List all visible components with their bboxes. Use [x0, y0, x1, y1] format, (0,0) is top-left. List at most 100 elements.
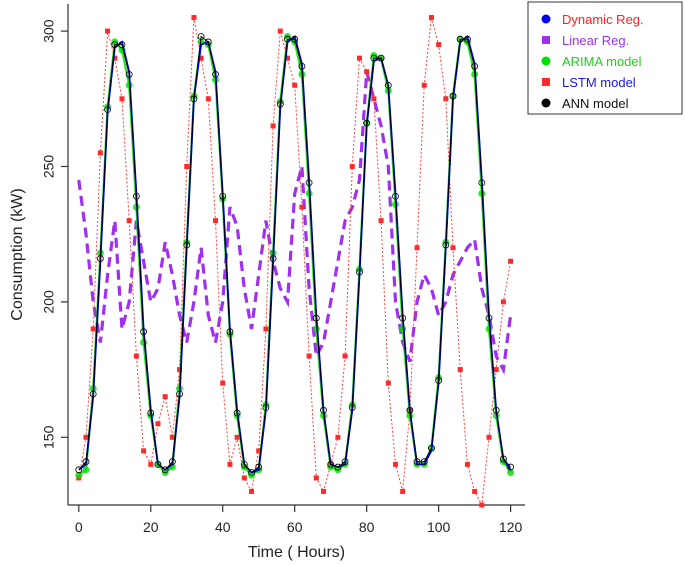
data-point-lstm-model — [270, 123, 276, 129]
chart-legend: Dynamic Reg. Linear Reg. ARIMA model LSTM m… — [527, 1, 683, 115]
data-point-lstm-model — [450, 245, 456, 251]
x-tick-label: 80 — [359, 519, 375, 535]
data-point-lstm-model — [479, 502, 485, 508]
data-point-lstm-model — [148, 461, 154, 467]
data-point-lstm-model — [342, 353, 348, 359]
data-point-ann-model — [176, 390, 183, 398]
data-point-ann-model — [500, 455, 507, 463]
data-point-ann-model — [219, 192, 227, 200]
data-point-lstm-model — [141, 448, 147, 454]
legend-swatch-ann-model — [541, 98, 551, 108]
data-point-lstm-model — [184, 163, 190, 169]
data-point-lstm-model — [443, 96, 449, 102]
series-layer — [75, 15, 515, 508]
legend-label-linear-reg: Linear Reg. — [562, 33, 629, 48]
data-point-lstm-model — [364, 69, 370, 75]
data-point-lstm-model — [414, 245, 420, 251]
data-point-ann-model — [89, 390, 97, 398]
y-tick-label: 300 — [41, 19, 57, 43]
data-point-lstm-model — [191, 15, 197, 21]
data-point-ann-model — [248, 469, 255, 476]
data-point-lstm-model — [493, 367, 499, 373]
data-point-ann-model — [348, 404, 356, 411]
data-point-lstm-model — [428, 15, 434, 21]
data-point-lstm-model — [133, 353, 139, 359]
data-point-ann-model — [298, 62, 306, 70]
legend-label-lstm-model: LSTM model — [562, 75, 636, 90]
data-point-ann-model — [341, 458, 349, 466]
data-point-ann-model — [413, 458, 421, 466]
series-line-linear-reg — [77, 71, 513, 375]
data-point-ann-model — [140, 328, 147, 336]
data-point-lstm-model — [400, 488, 406, 494]
data-point-ann-model — [75, 466, 83, 474]
data-point-ann-model — [320, 406, 327, 414]
y-tick-label: 150 — [41, 425, 57, 449]
data-point-ann-model — [406, 406, 414, 414]
data-point-ann-model — [478, 179, 486, 187]
data-point-ann-model — [363, 119, 371, 127]
data-point-ann-model — [399, 314, 407, 322]
legend-box — [527, 1, 683, 115]
data-point-ann-model — [428, 444, 435, 452]
series-linear-reg — [77, 71, 513, 375]
data-point-lstm-model — [227, 461, 233, 467]
data-point-lstm-model — [277, 28, 283, 34]
data-point-lstm-model — [105, 28, 111, 34]
data-point-ann-model — [197, 33, 205, 40]
x-tick-label: 60 — [287, 519, 303, 535]
data-point-lstm-model — [263, 326, 269, 332]
y-tick-label: 250 — [41, 155, 57, 179]
data-point-lstm-model — [112, 55, 118, 61]
data-point-lstm-model — [500, 299, 506, 305]
data-point-lstm-model — [385, 380, 391, 386]
data-point-ann-model — [291, 35, 299, 43]
data-point-lstm-model — [205, 96, 211, 102]
data-point-ann-model — [327, 460, 335, 468]
series-line-ann-model — [78, 35, 511, 474]
data-point-ann-model — [183, 241, 191, 249]
data-point-arima-model — [140, 339, 148, 347]
data-point-ann-model — [312, 314, 320, 322]
data-point-lstm-model — [90, 326, 96, 332]
legend-swatch-arima-model — [541, 56, 551, 66]
data-point-ann-model — [464, 35, 471, 43]
data-point-ann-model — [240, 460, 248, 468]
chart-axes: 0 20 40 60 80 100 120 150 200 250 300 — [41, 4, 525, 535]
data-point-ann-model — [111, 41, 119, 49]
data-point-arima-model — [82, 466, 90, 474]
data-point-lstm-model — [335, 434, 341, 440]
data-point-lstm-model — [457, 367, 463, 373]
data-point-ann-model — [334, 463, 342, 471]
data-point-lstm-model — [306, 353, 312, 359]
data-point-lstm-model — [285, 55, 291, 61]
data-point-lstm-model — [436, 42, 442, 48]
data-point-ann-model — [492, 406, 500, 414]
x-tick-label: 40 — [215, 519, 231, 535]
data-point-lstm-model — [234, 434, 240, 440]
x-tick-label: 100 — [427, 519, 451, 535]
x-tick-label: 20 — [143, 519, 159, 535]
data-point-lstm-model — [256, 448, 262, 454]
data-point-ann-model — [435, 377, 443, 384]
legend-label-arima-model: ARIMA model — [562, 54, 642, 69]
y-axis-title: Consumption (kW) — [9, 188, 26, 320]
data-point-ann-model — [147, 409, 155, 417]
data-point-arima-model — [507, 469, 515, 477]
series-dynamic-reg — [78, 34, 512, 474]
data-point-ann-model — [118, 41, 126, 49]
legend-swatch-dynamic-reg — [541, 14, 551, 24]
data-point-ann-model — [262, 404, 270, 411]
data-point-ann-model — [226, 328, 234, 336]
data-point-ann-model — [125, 71, 133, 78]
legend-label-ann-model: ANN model — [562, 96, 629, 111]
data-point-ann-model — [442, 241, 450, 249]
data-point-lstm-model — [371, 96, 377, 102]
data-point-ann-model — [392, 192, 399, 200]
y-tick-label: 200 — [41, 290, 57, 314]
data-point-ann-model — [168, 458, 176, 466]
data-point-ann-model — [456, 35, 464, 43]
data-point-ann-model — [212, 71, 219, 78]
data-point-ann-model — [132, 192, 140, 200]
